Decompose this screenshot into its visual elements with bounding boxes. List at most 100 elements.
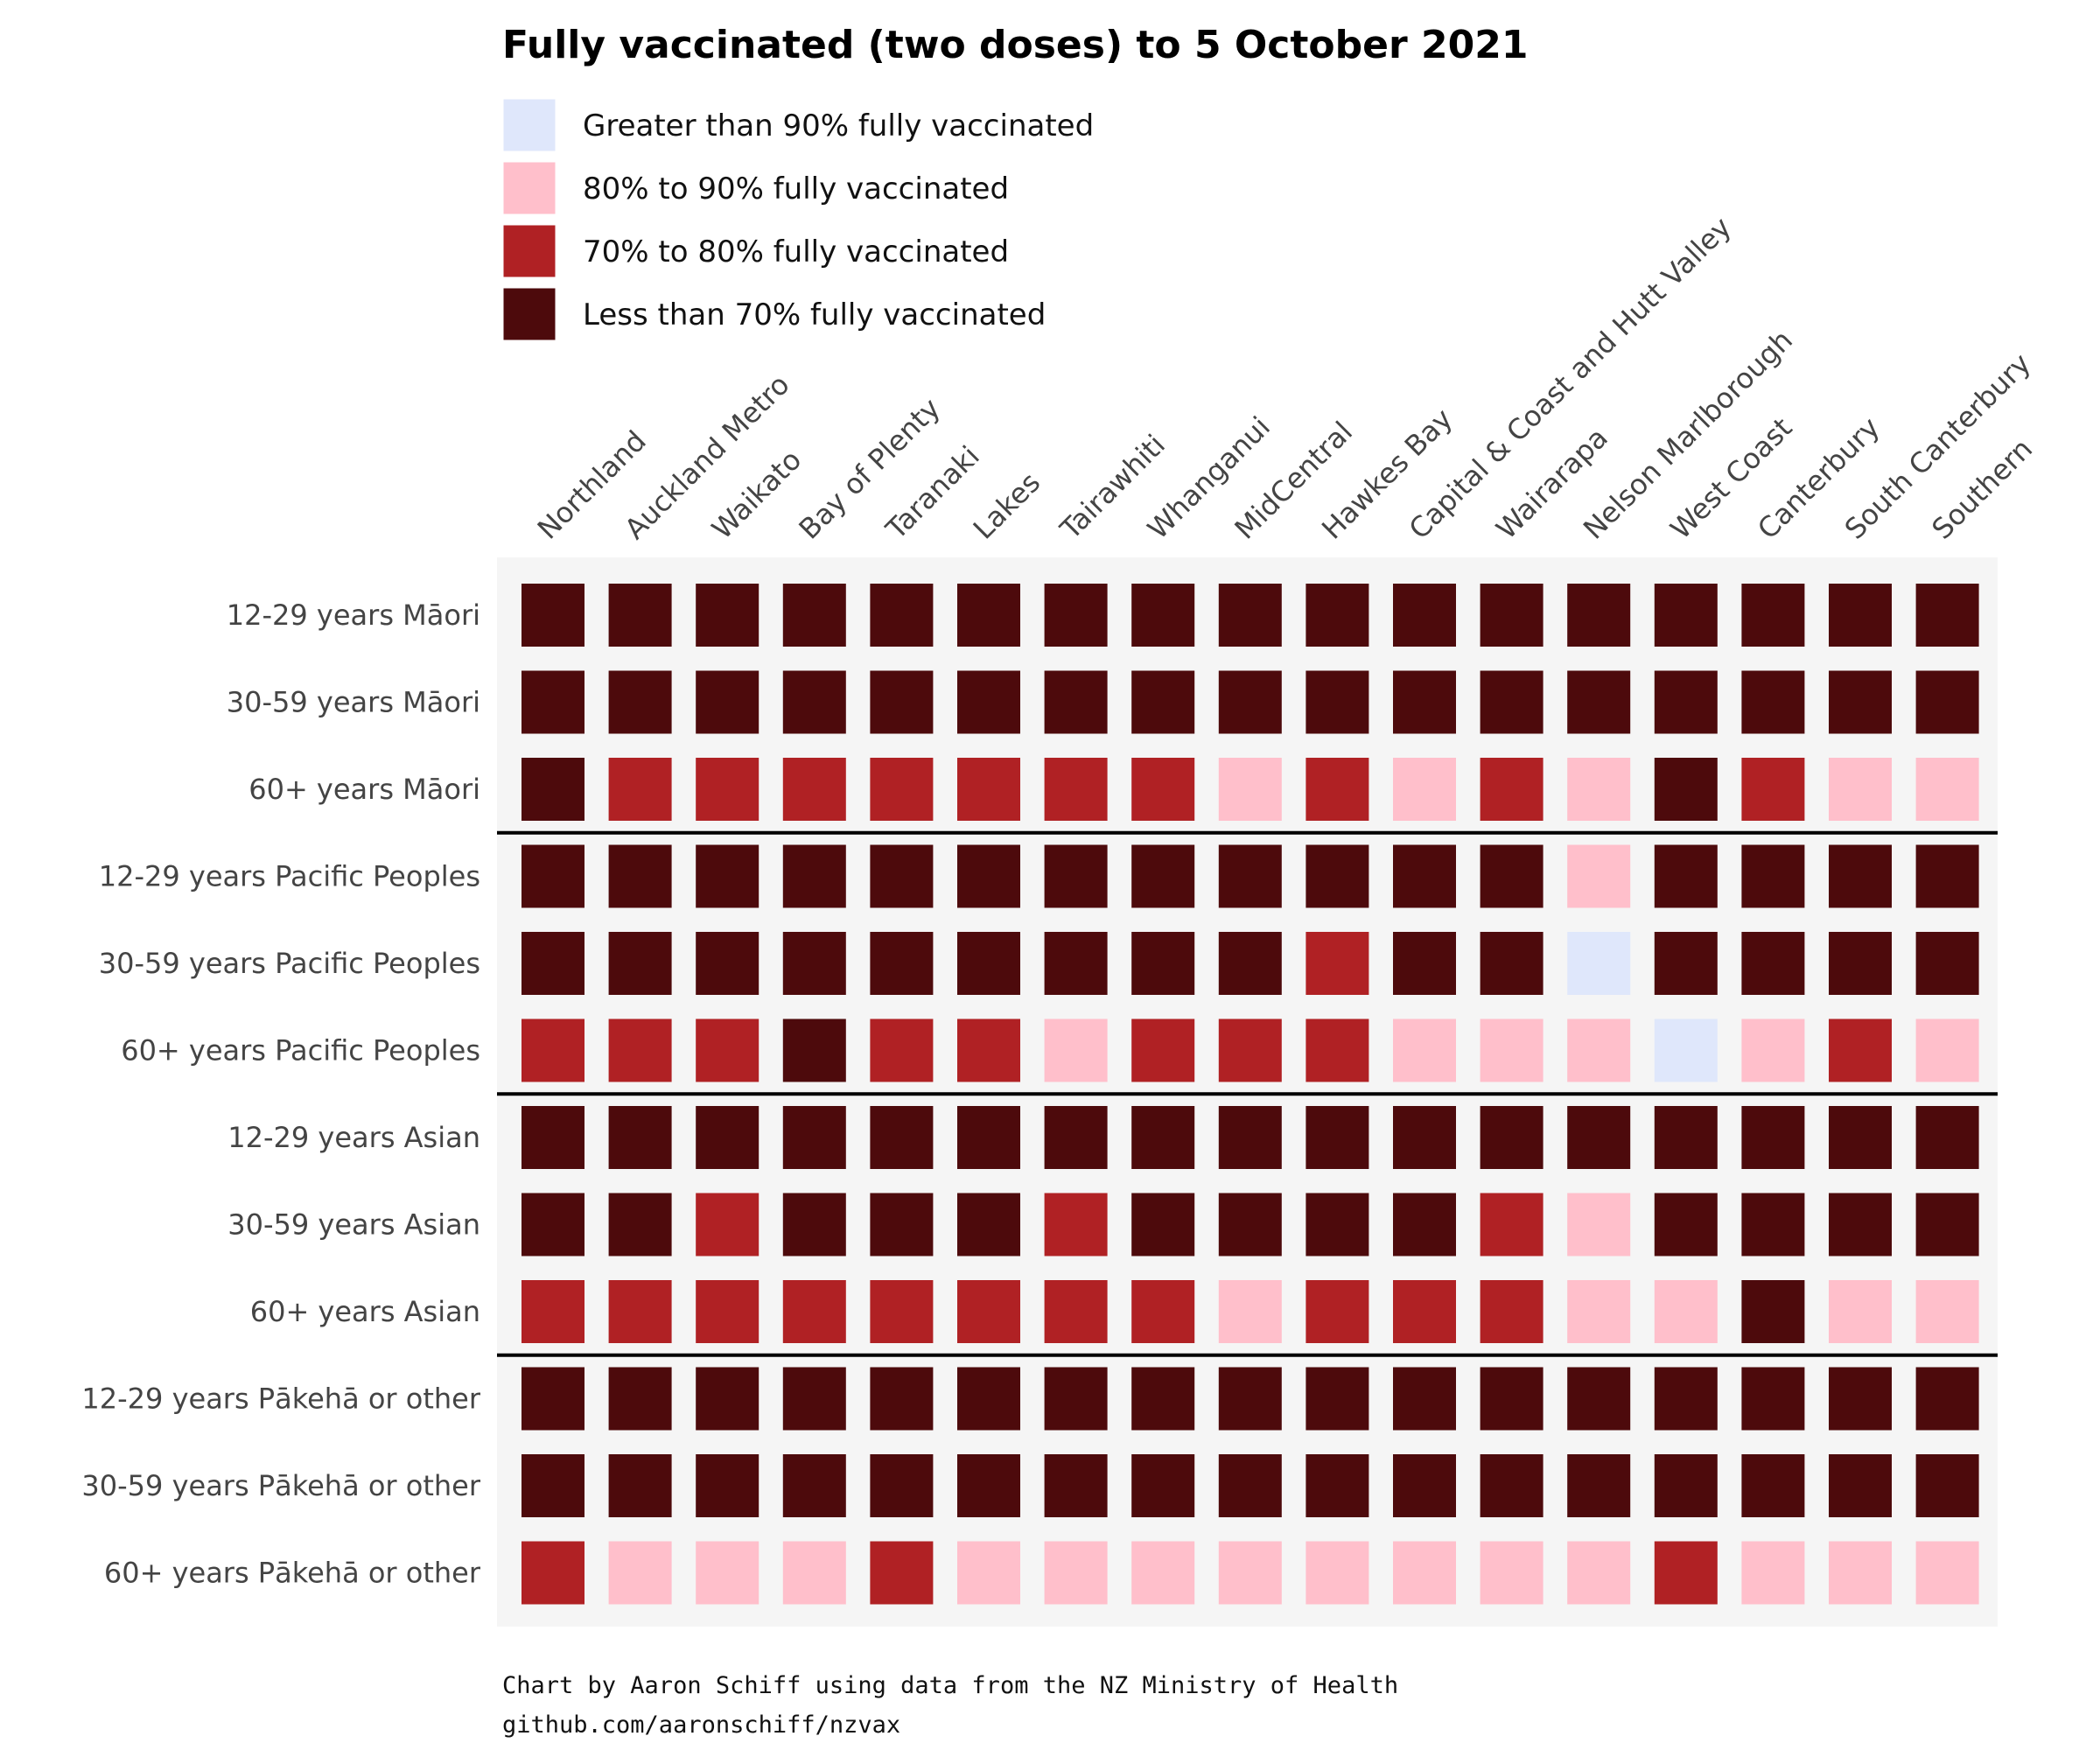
- cell-r9-c15-lt70: [1829, 1367, 1892, 1431]
- cell-r4-c3-lt70: [782, 932, 846, 995]
- cell-r4-c7-lt70: [1131, 932, 1195, 995]
- cell-r3-c2-lt70: [696, 844, 760, 908]
- cell-r9-c7-lt70: [1131, 1367, 1195, 1431]
- cell-r11-c2-80to90: [696, 1541, 760, 1605]
- cell-r8-c2-70to80: [696, 1280, 760, 1343]
- cell-r5-c10-80to90: [1393, 1018, 1456, 1082]
- cell-r0-c9-lt70: [1306, 584, 1369, 647]
- cell-r11-c3-80to90: [782, 1541, 846, 1605]
- cell-r6-c0-lt70: [522, 1106, 584, 1169]
- cell-r4-c0-lt70: [522, 932, 584, 995]
- cell-r1-c9-lt70: [1306, 670, 1369, 734]
- cell-r9-c14-lt70: [1741, 1367, 1805, 1431]
- cell-r6-c6-lt70: [1044, 1106, 1108, 1169]
- cell-r2-c13-lt70: [1654, 758, 1718, 821]
- cell-r0-c11-lt70: [1480, 584, 1544, 647]
- cell-r11-c0-70to80: [522, 1541, 584, 1605]
- cell-r10-c16-lt70: [1915, 1454, 1979, 1517]
- cell-r4-c10-lt70: [1393, 932, 1456, 995]
- cell-r4-c6-lt70: [1044, 932, 1108, 995]
- row-label-60-years-p-keh-or-other: 60+ years Pākehā or other: [104, 1557, 481, 1590]
- cell-r5-c1-70to80: [608, 1018, 672, 1082]
- cell-r2-c4-70to80: [870, 758, 934, 821]
- legend-swatch-70to80: [500, 222, 558, 280]
- cell-r11-c12-80to90: [1567, 1541, 1631, 1605]
- cell-r6-c8-lt70: [1218, 1106, 1282, 1169]
- cell-r11-c5-80to90: [957, 1541, 1020, 1605]
- legend-label-80to90: 80% to 90% fully vaccinated: [583, 172, 1009, 206]
- cell-r4-c1-lt70: [608, 932, 672, 995]
- cell-r3-c15-lt70: [1829, 844, 1892, 908]
- cell-r1-c4-lt70: [870, 670, 934, 734]
- cell-r6-c11-lt70: [1480, 1106, 1544, 1169]
- cell-r5-c7-70to80: [1131, 1018, 1195, 1082]
- cell-r7-c16-lt70: [1915, 1193, 1979, 1256]
- cell-r4-c9-70to80: [1306, 932, 1369, 995]
- cell-r7-c4-lt70: [870, 1193, 934, 1256]
- cell-r8-c6-70to80: [1044, 1280, 1108, 1343]
- cell-r6-c9-lt70: [1306, 1106, 1369, 1169]
- cell-r3-c5-lt70: [957, 844, 1020, 908]
- cell-r11-c6-80to90: [1044, 1541, 1108, 1605]
- cell-r8-c0-70to80: [522, 1280, 584, 1343]
- cell-r9-c9-lt70: [1306, 1367, 1369, 1431]
- cell-r6-c10-lt70: [1393, 1106, 1456, 1169]
- cell-r1-c14-lt70: [1741, 670, 1805, 734]
- cell-r0-c16-lt70: [1915, 584, 1979, 647]
- cell-r0-c12-lt70: [1567, 584, 1631, 647]
- row-label-60-years-pacific-peoples: 60+ years Pacific Peoples: [121, 1034, 480, 1068]
- cell-r11-c11-80to90: [1480, 1541, 1544, 1605]
- cell-r9-c8-lt70: [1218, 1367, 1282, 1431]
- cell-r5-c4-70to80: [870, 1018, 934, 1082]
- cell-r9-c13-lt70: [1654, 1367, 1718, 1431]
- cell-r0-c5-lt70: [957, 584, 1020, 647]
- cell-r10-c3-lt70: [782, 1454, 846, 1517]
- cell-r5-c11-80to90: [1480, 1018, 1544, 1082]
- cell-r5-c15-70to80: [1829, 1018, 1892, 1082]
- row-label-30-59-years-p-keh-or-other: 30-59 years Pākehā or other: [81, 1469, 480, 1502]
- cell-r8-c16-80to90: [1915, 1280, 1979, 1343]
- caption-source: github.com/aaronschiff/nzvax: [502, 1712, 900, 1739]
- cell-r7-c7-lt70: [1131, 1193, 1195, 1256]
- cell-r1-c1-lt70: [608, 670, 672, 734]
- cell-r9-c12-lt70: [1567, 1367, 1631, 1431]
- legend-label-gt90: Greater than 90% fully vaccinated: [583, 108, 1094, 144]
- cell-r6-c3-lt70: [782, 1106, 846, 1169]
- row-label-12-29-years-asian: 12-29 years Asian: [228, 1121, 480, 1154]
- cell-r5-c9-70to80: [1306, 1018, 1369, 1082]
- cell-r11-c14-80to90: [1741, 1541, 1805, 1605]
- cell-r1-c3-lt70: [782, 670, 846, 734]
- heatmap-cells: [522, 584, 1979, 1605]
- cell-r0-c15-lt70: [1829, 584, 1892, 647]
- cell-r2-c0-lt70: [522, 758, 584, 821]
- cell-r11-c13-70to80: [1654, 1541, 1718, 1605]
- cell-r6-c15-lt70: [1829, 1106, 1892, 1169]
- cell-r3-c6-lt70: [1044, 844, 1108, 908]
- cell-r7-c8-lt70: [1218, 1193, 1282, 1256]
- legend-swatch-lt70: [500, 285, 558, 343]
- cell-r9-c3-lt70: [782, 1367, 846, 1431]
- cell-r4-c12-gt90: [1567, 932, 1631, 995]
- cell-r7-c5-lt70: [957, 1193, 1020, 1256]
- cell-r6-c13-lt70: [1654, 1106, 1718, 1169]
- cell-r2-c12-80to90: [1567, 758, 1631, 821]
- cell-r8-c7-70to80: [1131, 1280, 1195, 1343]
- cell-r6-c16-lt70: [1915, 1106, 1979, 1169]
- cell-r5-c13-gt90: [1654, 1018, 1718, 1082]
- legend-label-lt70: Less than 70% fully vaccinated: [583, 298, 1046, 332]
- cell-r8-c15-80to90: [1829, 1280, 1892, 1343]
- cell-r7-c0-lt70: [522, 1193, 584, 1256]
- cell-r6-c14-lt70: [1741, 1106, 1805, 1169]
- cell-r5-c6-80to90: [1044, 1018, 1108, 1082]
- cell-r8-c1-70to80: [608, 1280, 672, 1343]
- cell-r3-c13-lt70: [1654, 844, 1718, 908]
- cell-r0-c3-lt70: [782, 584, 846, 647]
- row-label-12-29-years-m-ori: 12-29 years Māori: [227, 598, 480, 632]
- legend-label-70to80: 70% to 80% fully vaccinated: [583, 234, 1009, 270]
- cell-r6-c12-lt70: [1567, 1106, 1631, 1169]
- cell-r7-c12-80to90: [1567, 1193, 1631, 1256]
- cell-r3-c8-lt70: [1218, 844, 1282, 908]
- cell-r1-c16-lt70: [1915, 670, 1979, 734]
- cell-r2-c5-70to80: [957, 758, 1020, 821]
